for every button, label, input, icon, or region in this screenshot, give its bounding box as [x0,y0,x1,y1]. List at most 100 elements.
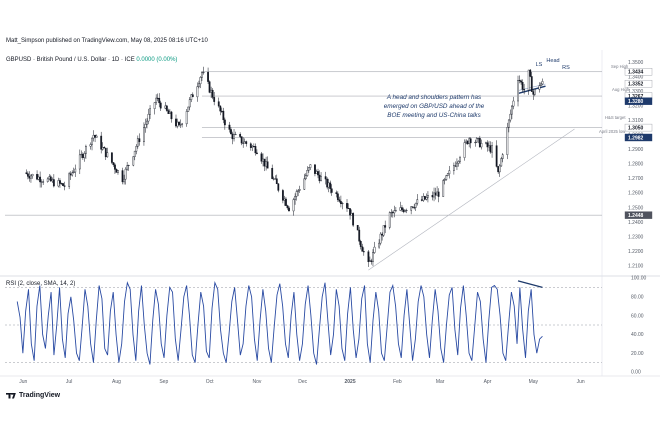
candle-body [466,140,469,145]
time-tick-label: Sep [159,379,168,385]
rsi-tick-label: 100.00 [631,276,647,282]
price-axis[interactable]: 1.35001.34001.33001.32001.31001.30001.29… [628,60,644,270]
ohlc-change: 0.0000 (0.00%) [136,57,178,63]
symbol-line[interactable]: GBPUSD · British Pound / U.S. Dollar · 1… [6,57,177,63]
annotation-text: A head and shoulders pattern has emerged… [384,94,485,119]
candle-body [219,105,222,112]
candle-body [414,202,417,208]
candle-body [80,153,83,156]
time-tick-label: Dec [298,379,307,385]
candle-body [286,205,289,209]
rsi-axis[interactable]: 100.00 80.00 60.00 40.00 20.00 0.00 [631,276,647,376]
candle-body [81,153,84,158]
candle-body [427,195,429,198]
rsi-series [5,280,602,365]
candle-body [121,170,124,183]
candle-body [285,198,287,206]
candle-body [68,173,71,187]
candle-body [191,94,194,98]
candle-body [277,183,280,191]
candle-body [491,145,493,153]
candle-body [117,170,119,173]
price-tick-label: 1.2300 [628,234,644,240]
hs-target-label: H&S target [605,115,626,120]
annotation-line-1: A head and shoulders pattern has [386,94,482,101]
price-tick-label: 1.2900 [628,147,644,153]
candle-body [469,138,472,144]
candle-body [405,210,408,212]
candle-body [69,173,72,176]
rsi-tick-label: 0.00 [631,370,641,376]
time-tick-label: Aug [112,379,121,385]
support-trendline [368,128,575,271]
candle-body [243,141,246,144]
candle-body [480,143,483,148]
price-tag-box [624,79,653,88]
candle-body [294,196,297,200]
candle-body [164,105,167,109]
time-tick-label: Nov [252,379,261,385]
price-tick-label: 1.2200 [628,249,644,255]
brand-name: TradingView [19,392,61,399]
candle-body [78,154,81,170]
candle-body [95,135,98,138]
rsi-tick-label: 80.00 [631,295,644,301]
price-tick-label: 1.3100 [628,118,644,124]
candle-body [448,170,451,175]
candle-body [529,69,532,77]
time-tick-label: Jun [577,379,585,385]
rsi-line [16,280,543,365]
candle-body [124,168,127,180]
price-tick-label: 1.2700 [628,176,644,182]
candle-body [146,120,148,125]
candle-body [147,113,150,122]
candle-body [507,119,510,128]
candle-body [336,193,339,200]
head-label: Head [546,58,559,64]
candle-body [367,251,370,263]
candle-body [358,229,361,242]
candle-body [31,174,34,177]
candle-body [199,77,202,85]
candle-body [231,133,234,140]
candle-body [101,147,104,150]
candle-body [394,210,397,212]
candle-body [326,178,329,188]
candle-body [436,191,438,196]
candle-body [349,208,351,216]
time-tick-label: Mar [436,379,445,385]
candle-body [378,242,380,248]
april-low-label: April 2025 low [599,129,626,134]
candle-body [207,72,209,82]
candle-body [234,134,237,136]
candle-body [390,212,393,214]
rsi-tick-label: 20.00 [631,351,644,357]
candle-body [370,260,373,262]
candle-body [185,111,188,125]
price-tick-label: 1.3300 [628,89,644,95]
candle-body [501,154,504,159]
candle-body [59,180,61,184]
candle-body [158,98,161,104]
candle-body [329,182,332,189]
candle-body [338,199,341,202]
time-axis[interactable]: Jun Jul Aug Sep Oct Nov Dec 2025 Feb Mar Apr May Jun [19,379,585,385]
candle-body [27,173,29,177]
rsi-tick-label: 60.00 [631,313,644,319]
candle-body [423,196,426,200]
candle-body [475,138,478,143]
candle-body [114,164,116,170]
candle-body [346,203,348,209]
candle-body [517,80,519,102]
candle-body [495,145,498,167]
candle-body [196,86,199,98]
price-tag-box [624,133,653,142]
rsi-indicator-title[interactable]: RSI (2, close, SMA, 14, 2) [6,281,76,287]
price-tick-label: 1.3200 [628,103,644,109]
candle-body [304,175,307,180]
publisher-line: Matt_Simpson published on TradingView.co… [6,38,208,44]
candle-body [281,190,284,201]
candle-body [159,102,162,109]
candle-body [459,157,461,162]
